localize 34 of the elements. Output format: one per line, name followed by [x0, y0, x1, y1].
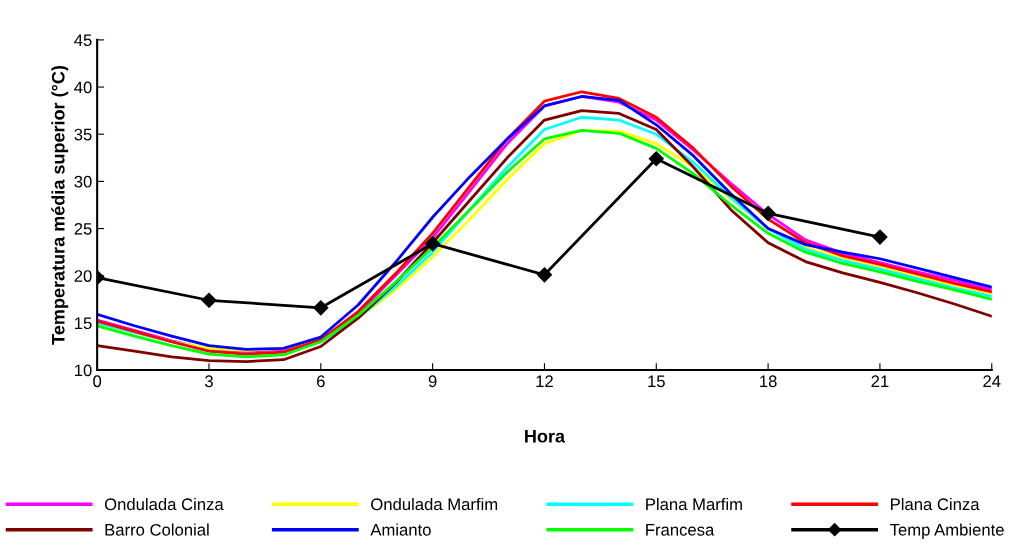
legend-label: Temp Ambiente: [890, 523, 1004, 539]
y-tick-label: 35: [74, 128, 92, 141]
x-tick-label: 15: [648, 375, 665, 388]
y-tick-label: 40: [74, 81, 92, 94]
legend-label: Plana Marfim: [646, 497, 742, 511]
y-axis-title: Temperatura média superior (°C): [51, 65, 69, 345]
legend-label: Francesa: [646, 524, 715, 536]
y-tick-label: 20: [74, 270, 92, 282]
x-tick-label: 3: [204, 375, 213, 388]
x-tick-label: 21: [871, 375, 889, 388]
y-tick-label: 10: [75, 364, 92, 377]
point: [648, 151, 664, 167]
x-axis-title: Hora: [525, 430, 566, 443]
point: [201, 292, 217, 308]
y-tick-label: 30: [74, 175, 92, 188]
point: [760, 205, 776, 222]
legend-label: Ondulada Marfim: [371, 497, 498, 511]
point: [425, 236, 441, 252]
y-tick-label: 45: [74, 34, 92, 47]
point: [872, 229, 888, 245]
x-tick-label: 9: [428, 375, 437, 388]
x-tick-label: 0: [93, 375, 102, 388]
point: [536, 267, 553, 283]
x-tick-label: 24: [983, 375, 1001, 388]
y-tick-label: 15: [75, 317, 92, 330]
point: [313, 300, 329, 316]
legend-label: Amianto: [370, 523, 431, 536]
legend-label: Barro Colonial: [105, 523, 209, 536]
x-tick-label: 18: [760, 375, 777, 388]
x-tick-label: 12: [536, 375, 553, 388]
x-tick-label: 6: [317, 375, 325, 388]
legend-label: Plana Cinza: [891, 497, 980, 511]
y-tick-label: 25: [74, 222, 92, 235]
legend-label: Ondulada Cinza: [104, 497, 224, 511]
